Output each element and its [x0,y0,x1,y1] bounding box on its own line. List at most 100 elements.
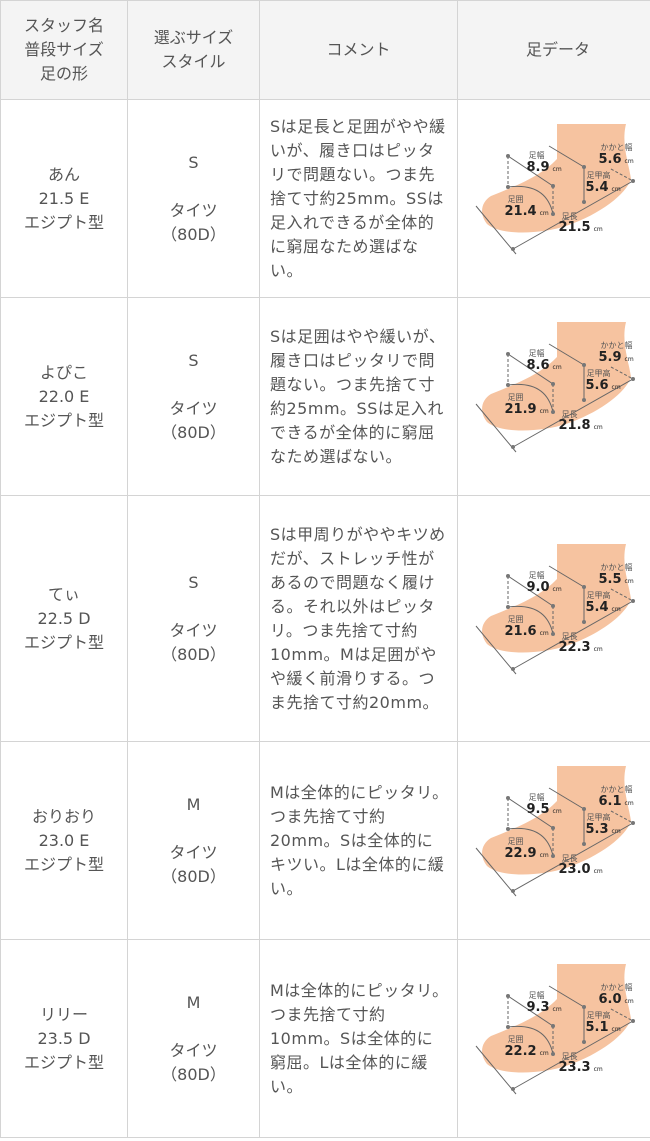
heel-width-label: かかと幅 [600,982,633,992]
choice-cell: M タイツ （80D） [127,939,260,1138]
chosen-size: M [186,992,201,1012]
foot-length-label: 足長 [561,409,578,419]
comment-text: Mは全体的にピッタリ。つま先捨て寸約10mm。Sは全体的に窮屈。Lは全体的に緩い… [270,980,449,1096]
foot-diagram: 足幅 8.6 cm かかと幅 5.9 cm 足甲高 5.6 cm 足囲 21.9 cm … [461,321,650,472]
usual-size: 23.5 D [37,1028,91,1048]
foot-length-label: 足長 [561,211,578,221]
header-comment: コメント [259,0,458,100]
table-row: よぴこ 22.0 E エジプト型 S タイツ （80D） Sは足囲はやや緩いが、履き口は… [0,297,650,496]
comment-text: Sは甲周りがややキツめだが、ストレッチ性があるので問題なく履ける。それ以外はピッ… [270,524,446,712]
comment-cell: Mは全体的にピッタリ。つま先捨て寸約10mm。Sは全体的に窮屈。Lは全体的に緩い… [259,939,458,1138]
foot-girth-label: 足囲 [507,614,524,624]
foot-girth-value: 22.2 cm [504,1043,549,1059]
foot-girth-value: 21.6 cm [504,623,549,639]
chosen-size: S [188,350,199,370]
foot-diagram: 足幅 9.5 cm かかと幅 6.1 cm 足甲高 5.3 cm 足囲 22.9 cm … [461,765,650,916]
style: タイツ [169,398,218,418]
heel-width-value: 5.9 cm [598,349,634,365]
foot-width-value: 9.5 cm [526,801,562,817]
style: タイツ [169,200,218,220]
foot-width-value: 8.9 cm [526,159,562,175]
heel-width-label: かかと幅 [600,340,633,350]
table-row: てぃ 22.5 D エジプト型 S タイツ （80D） Sは甲周りがややキツめだが、スト… [0,495,650,742]
comment-cell: Mは全体的にピッタリ。つま先捨て寸約20mm。Sは全体的にキツい。Lは全体的に緩… [259,741,458,940]
choice-cell: S タイツ （80D） [127,495,260,742]
foot-data-cell: 足幅 8.9 cm かかと幅 5.6 cm 足甲高 5.4 cm 足囲 21.4 cm … [457,99,650,298]
foot-data-cell: 足幅 8.6 cm かかと幅 5.9 cm 足甲高 5.6 cm 足囲 21.9 cm … [457,297,650,496]
foot-width-value: 8.6 cm [526,357,562,373]
table-row: リリー 23.5 D エジプト型 M タイツ （80D） Mは全体的にピッタリ。つま先捨… [0,939,650,1138]
heel-width-label: かかと幅 [600,784,633,794]
instep-height-label: 足甲高 [586,368,611,378]
foot-illustration [475,123,635,254]
heel-width-value: 6.1 cm [598,793,634,809]
foot-shape: エジプト型 [23,1052,104,1072]
chosen-size: M [186,794,201,814]
foot-girth-value: 21.4 cm [504,203,549,219]
header-row: スタッフ名 普段サイズ 足の形 選ぶサイズ スタイル コメント 足データ [0,0,650,100]
staff-name: よぴこ [39,362,88,382]
choice-cell: S タイツ （80D） [127,99,260,298]
foot-illustration [475,321,635,452]
staff-name: リリー [39,1004,88,1024]
instep-height-label: 足甲高 [586,170,611,180]
foot-width-value: 9.0 cm [526,579,562,595]
foot-width-label: 足幅 [528,792,545,802]
foot-length-value: 22.3 cm [558,639,603,655]
heel-width-label: かかと幅 [600,142,633,152]
table-row: あん 21.5 E エジプト型 S タイツ （80D） Sは足長と足囲がやや緩いが、履き… [0,99,650,298]
comment-cell: Sは甲周りがややキツめだが、ストレッチ性があるので問題なく履ける。それ以外はピッ… [259,495,458,742]
foot-data-cell: 足幅 9.5 cm かかと幅 6.1 cm 足甲高 5.3 cm 足囲 22.9 cm … [457,741,650,940]
instep-height-label: 足甲高 [586,812,611,822]
comment-text: Sは足囲はやや緩いが、履き口はピッタリで問題ない。つま先捨て寸約25mm。SSは… [270,326,446,466]
usual-size: 22.5 D [37,608,91,628]
instep-height-value: 5.3 cm [585,821,621,837]
staff-cell: おりおり 23.0 E エジプト型 [0,741,128,940]
foot-width-value: 9.3 cm [526,999,562,1015]
heel-width-value: 5.6 cm [598,151,634,167]
foot-girth-label: 足囲 [507,836,524,846]
foot-length-value: 23.0 cm [558,861,603,877]
instep-height-label: 足甲高 [586,1010,611,1020]
instep-height-value: 5.1 cm [585,1019,621,1035]
foot-shape: エジプト型 [23,854,104,874]
comment-text: Mは全体的にピッタリ。つま先捨て寸約20mm。Sは全体的にキツい。Lは全体的に緩… [270,782,449,898]
foot-girth-label: 足囲 [507,1034,524,1044]
style: タイツ [169,620,218,640]
foot-diagram: 足幅 9.3 cm かかと幅 6.0 cm 足甲高 5.1 cm 足囲 22.2 cm … [461,963,650,1114]
staff-cell: てぃ 22.5 D エジプト型 [0,495,128,742]
comment-cell: Sは足囲はやや緩いが、履き口はピッタリで問題ない。つま先捨て寸約25mm。SSは… [259,297,458,496]
foot-girth-label: 足囲 [507,392,524,402]
foot-illustration [475,765,635,896]
denier: （80D） [161,1064,226,1084]
header-size: 選ぶサイズ スタイル [127,0,260,100]
foot-data-cell: 足幅 9.3 cm かかと幅 6.0 cm 足甲高 5.1 cm 足囲 22.2 cm … [457,939,650,1138]
foot-length-label: 足長 [561,1051,578,1061]
comment-cell: Sは足長と足囲がやや緩いが、履き口はピッタリで問題ない。つま先捨て寸約25mm。… [259,99,458,298]
foot-length-label: 足長 [561,853,578,863]
foot-length-value: 23.3 cm [558,1059,603,1075]
staff-name: てぃ [47,584,80,604]
foot-shape: エジプト型 [23,632,104,652]
foot-diagram: 足幅 8.9 cm かかと幅 5.6 cm 足甲高 5.4 cm 足囲 21.4 cm … [461,123,650,274]
foot-width-label: 足幅 [528,150,545,160]
style: タイツ [169,842,218,862]
foot-girth-value: 22.9 cm [504,845,549,861]
foot-shape: エジプト型 [23,410,104,430]
chosen-size: S [188,572,199,592]
foot-length-value: 21.8 cm [558,417,603,433]
table-row: おりおり 23.0 E エジプト型 M タイツ （80D） Mは全体的にピッタリ。つま先… [0,741,650,940]
usual-size: 23.0 E [38,830,90,850]
choice-cell: S タイツ （80D） [127,297,260,496]
foot-girth-label: 足囲 [507,194,524,204]
foot-width-label: 足幅 [528,990,545,1000]
foot-girth-value: 21.9 cm [504,401,549,417]
header-staff: スタッフ名 普段サイズ 足の形 [0,0,128,100]
denier: （80D） [161,644,226,664]
denier: （80D） [161,224,226,244]
instep-height-value: 5.4 cm [585,179,621,195]
instep-height-value: 5.4 cm [585,599,621,615]
usual-size: 22.0 E [38,386,90,406]
instep-height-label: 足甲高 [586,590,611,600]
